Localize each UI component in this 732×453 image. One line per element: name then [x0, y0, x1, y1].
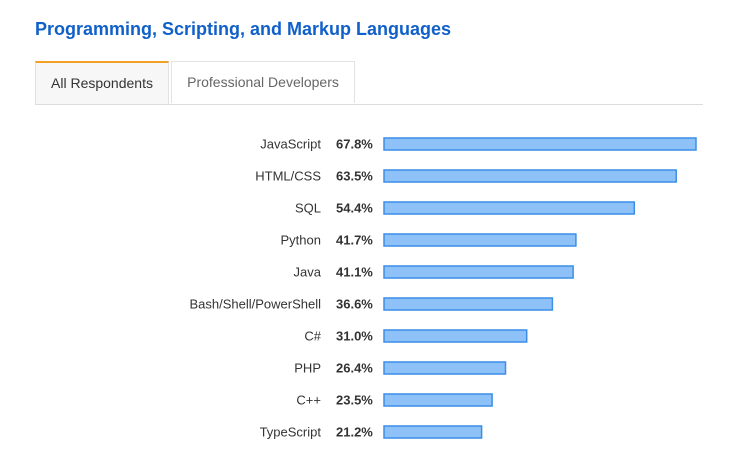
- category-label: Bash/Shell/PowerShell: [189, 297, 321, 312]
- category-label: Python: [281, 233, 321, 248]
- value-label: 21.2%: [336, 425, 373, 440]
- page-title: Programming, Scripting, and Markup Langu…: [35, 19, 452, 39]
- tab-professional-developers[interactable]: Professional Developers: [171, 61, 355, 103]
- bar: [383, 393, 493, 407]
- bar: [383, 361, 507, 375]
- bar: [383, 169, 677, 183]
- value-label: 41.7%: [336, 233, 373, 248]
- bar: [383, 137, 697, 151]
- value-label: 23.5%: [336, 393, 373, 408]
- category-label: Java: [294, 265, 322, 280]
- bar: [383, 425, 483, 439]
- bar: [383, 265, 574, 279]
- value-label: 54.4%: [336, 201, 373, 216]
- bar: [383, 201, 636, 215]
- category-label: PHP: [294, 361, 321, 376]
- category-label: HTML/CSS: [255, 169, 321, 184]
- bar: [383, 297, 554, 311]
- value-label: 26.4%: [336, 361, 373, 376]
- category-label: JavaScript: [260, 137, 321, 152]
- category-label: C#: [304, 329, 321, 344]
- category-label: SQL: [295, 201, 321, 216]
- bar: [383, 329, 528, 343]
- tab-bar: All Respondents Professional Developers: [35, 61, 703, 105]
- value-label: 41.1%: [336, 265, 373, 280]
- category-label: C++: [296, 393, 321, 408]
- value-label: 63.5%: [336, 169, 373, 184]
- value-label: 36.6%: [336, 297, 373, 312]
- category-label: TypeScript: [260, 425, 322, 440]
- value-label: 31.0%: [336, 329, 373, 344]
- tab-all-respondents[interactable]: All Respondents: [35, 61, 169, 104]
- bar: [383, 233, 577, 247]
- value-label: 67.8%: [336, 137, 373, 152]
